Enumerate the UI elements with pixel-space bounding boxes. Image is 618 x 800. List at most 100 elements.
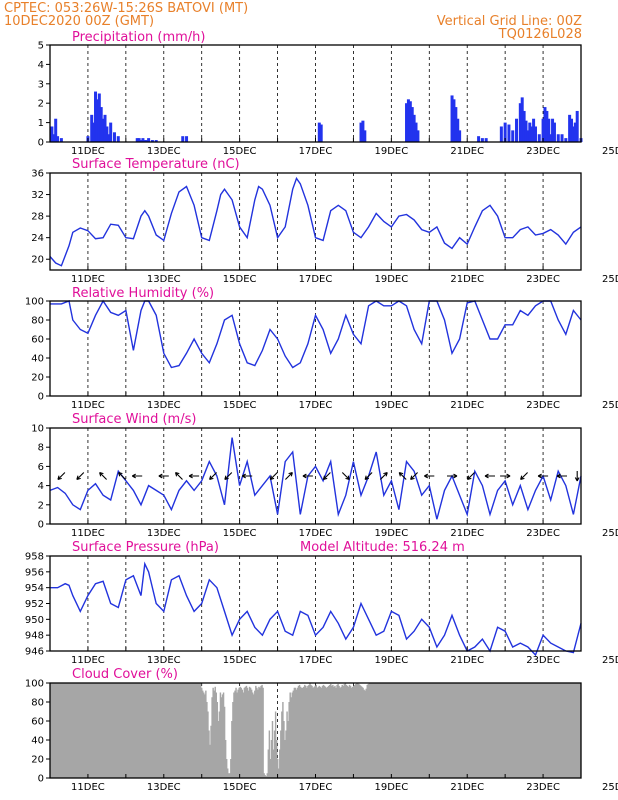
cloud-cover-bar	[236, 692, 238, 778]
y-tick-label: 6	[38, 462, 44, 473]
pressure-panel: Surface Pressure (hPa) Model Altitude: 5…	[25, 540, 618, 666]
cloud-cover-bar	[375, 683, 378, 778]
cloud-cover-bar	[486, 683, 488, 778]
cloud-cover-bar	[216, 702, 219, 778]
cloud-cover-bar	[288, 702, 290, 778]
cloud-cover-bar	[410, 683, 412, 778]
cloud-cover-bar	[343, 683, 346, 778]
cloud-cover-bar	[130, 683, 132, 778]
precipitation-bar	[515, 118, 519, 142]
cloud-cover-bar	[251, 692, 254, 778]
cloud-cover-bar	[314, 685, 316, 778]
precipitation-bar	[181, 136, 185, 142]
cloud-cover-bar	[317, 686, 320, 778]
wind-panel: Surface Wind (m/s) 0 2 4 6 8 10 11DEC 13DEC 15DE…	[31, 412, 618, 539]
wind-direction-arrow	[520, 472, 528, 481]
x-tick-label: 17DEC	[299, 528, 333, 539]
cloud-cover-bar	[458, 683, 460, 778]
humidity-panel: Relative Humidity (%) 0 20 40 60 80 100 11DEC 1…	[25, 286, 618, 411]
y-tick-label: 0	[38, 520, 44, 531]
cloud-cover-bar	[558, 683, 560, 778]
cloud-cover-bar	[253, 694, 255, 778]
cloud-cover-bar	[389, 683, 391, 778]
cloud-cover-bar	[291, 692, 293, 778]
cloud-cover-bar	[400, 683, 403, 778]
cloud-cover-bar	[487, 683, 489, 778]
cloud-cover-bar	[77, 683, 79, 778]
cloud-cover-bar	[186, 683, 188, 778]
cloud-cover-bar	[110, 683, 112, 778]
cloud-cover-bar	[417, 683, 419, 778]
cloud-cover-bar	[399, 683, 402, 778]
x-tick-label: 15DEC	[223, 274, 257, 285]
cloud-cover-bar	[178, 683, 180, 778]
cloud-cover-bar	[202, 690, 204, 778]
cloud-cover-bar	[414, 683, 416, 778]
x-tick-label: 13DEC	[147, 655, 181, 666]
cloud-cover-bar	[456, 683, 458, 778]
cloud-cover-bar	[450, 683, 453, 778]
precipitation-bar	[103, 114, 107, 142]
cloud-cover-bar	[357, 683, 359, 778]
cloud-cover-bar	[76, 683, 78, 778]
cloud-cover-bar	[536, 683, 538, 778]
cloud-cover-bar	[210, 725, 212, 778]
cloud-cover-bar	[509, 683, 511, 778]
cloud-cover-bar	[497, 683, 500, 778]
cloud-cover-bar	[431, 683, 433, 778]
cloud-cover-bar	[345, 684, 348, 778]
cloud-cover-bar	[354, 684, 356, 778]
cloud-cover-bar	[229, 773, 231, 778]
precipitation-bar	[52, 134, 56, 142]
cloud-cover-bar	[404, 683, 406, 778]
cloud-cover-bar	[303, 686, 305, 778]
cloud-cover-bar	[113, 683, 115, 778]
cloud-cover-bar	[211, 697, 213, 778]
cloud-cover-bar	[309, 683, 311, 778]
cloud-cover-bar	[476, 683, 479, 778]
x-tick-label: 21DEC	[450, 528, 484, 539]
cloud-cover-bar	[481, 683, 483, 778]
cloud-cover-bar	[521, 683, 524, 778]
cloud-cover-bar	[364, 690, 366, 778]
cloud-cover-bar	[116, 683, 119, 778]
x-tick-label: 23DEC	[526, 782, 560, 793]
cloud-cover-bar	[545, 683, 548, 778]
precipitation-bar	[412, 114, 416, 142]
cloud-cover-bar	[570, 683, 573, 778]
cloud-cover-bar	[522, 683, 525, 778]
cloud-cover-bar	[477, 683, 480, 778]
series-line	[49, 437, 582, 520]
precipitation-bar	[532, 118, 536, 142]
cloud-cover-bar	[297, 685, 300, 778]
precipitation-bar	[480, 138, 484, 142]
cloud-cover-bar	[59, 683, 61, 778]
cloud-cover-bar	[169, 683, 172, 778]
cloud-cover-bar	[184, 683, 186, 778]
precipitation-bar	[549, 134, 553, 142]
cloud-cover-bar	[161, 683, 163, 778]
wind-direction-arrow	[484, 473, 495, 479]
precipitation-bar	[359, 122, 363, 142]
cloud-cover-bar	[105, 683, 107, 778]
cloud-cover-bar	[219, 692, 222, 778]
cloud-cover-bar	[392, 683, 394, 778]
cloud-cover-bar	[172, 683, 175, 778]
pressure-title: Surface Pressure (hPa)	[72, 540, 219, 555]
cloud-cover-bar	[420, 683, 423, 778]
cloud-cover-bar	[448, 683, 451, 778]
cloud-cover-bar	[382, 683, 384, 778]
wind-direction-arrow	[341, 472, 350, 481]
cloud-cover-bar	[421, 683, 424, 778]
precipitation-bar	[556, 134, 560, 142]
cloud-cover-bar	[54, 683, 56, 778]
cloud-cover-bar	[248, 686, 251, 778]
cloud-cover-bar	[528, 683, 531, 778]
cloud-cover-bar	[50, 683, 52, 778]
cloud-cover-bar	[273, 730, 276, 778]
cloud-cover-bar	[391, 683, 393, 778]
x-tick-label: 13DEC	[147, 528, 181, 539]
wind-direction-arrow	[269, 472, 278, 481]
cloud-cover-bar	[543, 683, 545, 778]
cloud-cover-title: Cloud Cover (%)	[72, 667, 178, 682]
